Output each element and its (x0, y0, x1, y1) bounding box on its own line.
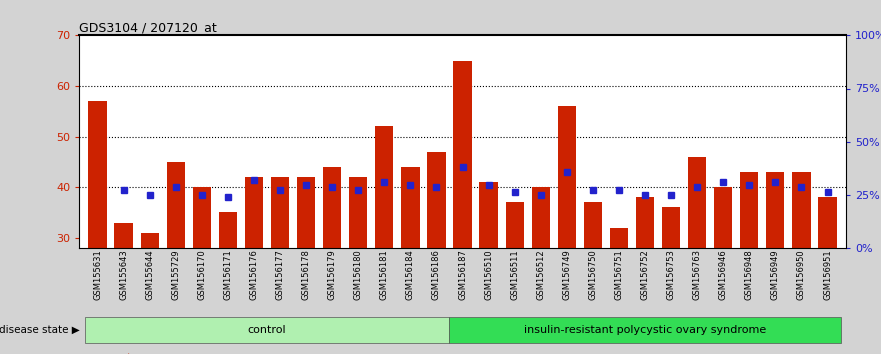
Text: disease state ▶: disease state ▶ (0, 325, 80, 335)
Bar (479, 182, 498, 354)
Bar (818, 197, 837, 354)
Bar (662, 207, 680, 354)
Bar (193, 187, 211, 354)
Bar (584, 202, 602, 354)
Bar (297, 177, 315, 354)
Bar (766, 172, 784, 354)
Bar (375, 126, 394, 354)
Bar (167, 162, 185, 354)
Bar (88, 101, 107, 354)
Bar (401, 167, 419, 354)
Bar (610, 228, 628, 354)
Bar (115, 223, 133, 354)
Bar (271, 177, 289, 354)
Bar (427, 152, 446, 354)
Bar (792, 172, 811, 354)
Bar (688, 157, 707, 354)
Bar (349, 177, 367, 354)
Bar (141, 233, 159, 354)
Bar (740, 172, 759, 354)
Bar (323, 167, 341, 354)
Text: insulin-resistant polycystic ovary syndrome: insulin-resistant polycystic ovary syndr… (524, 325, 766, 335)
Bar (531, 187, 550, 354)
Bar (245, 177, 263, 354)
Text: control: control (248, 325, 286, 335)
Bar (558, 106, 576, 354)
Bar (454, 61, 471, 354)
Bar (636, 197, 654, 354)
Bar (506, 202, 524, 354)
Text: GDS3104 / 207120_at: GDS3104 / 207120_at (79, 21, 217, 34)
Text: ■  count: ■ count (79, 353, 131, 354)
Bar (714, 187, 732, 354)
Bar (218, 212, 237, 354)
